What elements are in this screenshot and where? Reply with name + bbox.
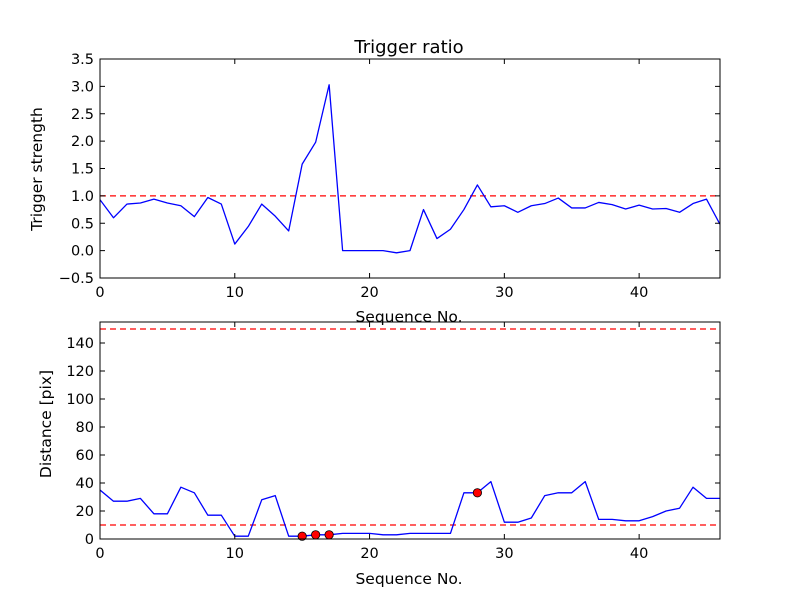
data-layer: [100, 84, 720, 254]
data-point-marker: [311, 530, 321, 540]
x-tick-label: 0: [95, 546, 104, 562]
y-tick-label: 1.5: [71, 162, 94, 178]
data-point-marker: [472, 488, 482, 498]
x-tick-label: 30: [495, 546, 513, 562]
x-tick-label: 40: [630, 285, 648, 301]
data-point-marker: [324, 530, 334, 540]
chart-title: Trigger ratio: [353, 37, 463, 58]
y-tick-label: 140: [66, 336, 94, 352]
x-tick-label: 0: [95, 285, 104, 301]
y-tick-label: 120: [66, 364, 94, 380]
y-tick-label: 3.0: [71, 79, 94, 95]
x-tick-label: 30: [495, 285, 513, 301]
distance-plot-area: 0 10 20 30 40 0 20 40 60 80 100 120 140: [66, 321, 721, 562]
y-tick-label: 0.0: [71, 244, 94, 260]
plot-frame: [99, 321, 721, 540]
distance-panel: 0 10 20 30 40 0 20 40 60 80 100 120 140 Sequence No.…: [37, 321, 721, 588]
y-tick-label: 20: [76, 504, 94, 520]
x-tick-label: 40: [630, 546, 648, 562]
data-layer: [100, 328, 720, 537]
y-tick-label: 80: [76, 420, 94, 436]
y-tick-label: 0.5: [71, 216, 94, 232]
series-line: [100, 84, 720, 254]
y-tick-label: 2.5: [71, 107, 94, 123]
y-tick-label: 2.0: [71, 134, 94, 150]
y-tick-label: −0.5: [59, 271, 94, 287]
y-axis-label: Distance [pix]: [37, 370, 55, 478]
y-tick-label: 100: [66, 392, 94, 408]
x-tick-label: 10: [226, 546, 244, 562]
trigger-ratio-plot-area: 0 10 20 30 40 −0.5 0.0 0.5 1.0 1.5 2.0 2.5 3.0 3.5: [59, 52, 721, 301]
y-axis-label: Trigger strength: [28, 107, 46, 232]
y-tick-label: 40: [76, 476, 94, 492]
y-tick-label: 3.5: [71, 52, 94, 68]
x-axis-label: Sequence No.: [355, 308, 462, 326]
y-tick-label: 60: [76, 448, 94, 464]
x-axis-label: Sequence No.: [355, 570, 462, 588]
series-line: [100, 480, 720, 537]
x-tick-label: 10: [226, 285, 244, 301]
x-tick-label: 20: [360, 285, 378, 301]
data-point-marker: [297, 531, 307, 541]
y-tick-label: 1.0: [71, 189, 94, 205]
y-tick-label: 0: [85, 532, 94, 548]
x-tick-label: 20: [360, 546, 378, 562]
